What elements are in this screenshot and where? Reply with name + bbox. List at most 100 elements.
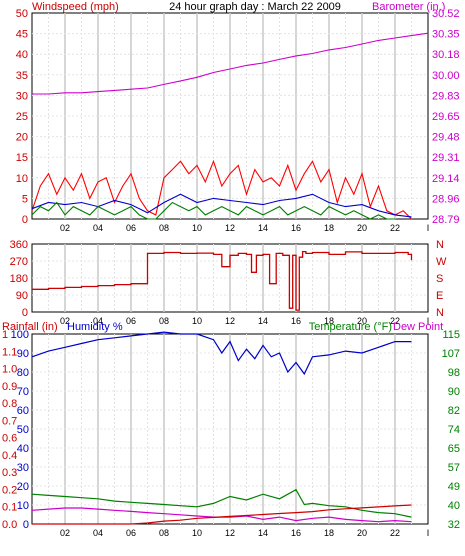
left-tick-label: 35 [16,70,28,82]
x-tick-label: 08 [159,223,169,233]
humidity-axis-label: Humidity % [67,321,123,333]
x-tick-label: 06 [126,316,136,326]
series-line-average [31,193,412,218]
humidity-tick-label: 10 [17,500,29,512]
right-tick-label: 30.35 [432,29,460,41]
x-tick-label: 18 [324,223,334,233]
left-tick-label: 20 [16,132,28,144]
rain-tick-label: 0.2 [2,484,17,496]
left-tick-label: 0 [22,307,28,319]
x-tick-label: 12 [225,316,235,326]
gridlines [32,13,428,219]
temperature-tick-label: 107 [442,348,460,360]
x-tick-label: 22 [390,223,400,233]
x-tick-label: 04 [93,528,103,538]
x-tick-label: 08 [159,316,169,326]
left-tick-label: 40 [16,49,28,61]
windspeed-axis-label: Windspeed (mph) [32,1,119,13]
temperature-tick-label: 49 [448,481,460,493]
rain-tick-labels: 0.0 0.1 0.2 0.3 0.4 0.6 0.7 0.8 0.9 1.0 1.1 1 [2,329,17,531]
gridlines [32,334,428,524]
x-tick-label: 16 [291,223,301,233]
temperature-axis-label: Temperature (°F) [309,321,392,333]
rainfall-axis-label: Rainfall (in) [2,321,58,333]
x-tick-label: 18 [324,316,334,326]
x-tick-label: 20 [357,316,367,326]
series-line-temperature [31,488,412,518]
left-tick-label: 360 [10,239,28,251]
right-tick-label: 29.31 [432,152,460,164]
left-tick-label: 90 [16,290,28,302]
x-tick-label: 08 [159,528,169,538]
series-group [32,250,413,311]
x-tick-label: 12 [225,528,235,538]
panel-title: 24 hour graph day : March 22 2009 [169,1,341,13]
rain-tick-label: 0.3 [2,467,17,479]
right-tick-labels: 28.79 28.96 29.14 29.31 29.48 29.65 29.83 30.00… [432,8,460,226]
left-tick-label: 0 [22,214,28,226]
humidity-tick-labels: 0 10 20 30 40 50 60 70 80 90 100 [11,329,29,531]
barometer-axis-label: Barometer (in.) [372,1,445,13]
x-tick-label: 14 [258,316,268,326]
x-tick-label: 02 [60,316,70,326]
temperature-tick-label: 115 [442,329,460,341]
right-tick-label: 29.48 [432,132,460,144]
series-line-wind [31,201,395,220]
left-tick-label: 5 [22,193,28,205]
series-line-barometer [32,32,429,95]
right-tick-label: 30.52 [432,8,460,20]
rain-humidity-temperature-panel: Rainfall (in) Humidity % Temperature (°F… [2,321,460,538]
right-tick-label: 28.96 [432,193,460,205]
x-tick-label: I [427,316,430,326]
rain-tick-label: 0.8 [2,398,17,410]
temperature-tick-label: 90 [448,386,460,398]
left-tick-labels: 0 90 180 270 360 [10,239,28,319]
rain-tick-label: 1.1 [2,346,17,358]
rain-tick-label: 0.4 [2,450,17,462]
x-tick-labels: 02 04 06 08 10 12 14 16 18 20 22 I [60,528,429,538]
rain-tick-label: 0.0 [2,519,17,531]
humidity-tick-label: 0 [23,519,29,531]
rain-tick-label: 1.0 [2,364,17,376]
left-tick-label: 50 [16,8,28,20]
left-tick-label: 45 [16,29,28,41]
dewpoint-axis-label: Dew Point [393,321,443,333]
right-tick-label: 30.18 [432,49,460,61]
right-tick-label: E [436,290,443,302]
right-tick-label: W [436,256,447,268]
rain-tick-label: 0.7 [2,415,17,427]
x-tick-label: 14 [258,528,268,538]
x-tick-label: 14 [258,223,268,233]
x-tick-label: 16 [291,316,301,326]
right-tick-label: 29.65 [432,111,460,123]
right-tick-label: S [436,273,443,285]
right-tick-label: 28.79 [432,214,460,226]
x-tick-label: 16 [291,528,301,538]
left-tick-label: 10 [16,173,28,185]
humidity-tick-label: 90 [17,348,29,360]
x-tick-label: 10 [192,316,202,326]
x-tick-label: 06 [126,223,136,233]
humidity-tick-label: 30 [17,462,29,474]
right-tick-label: 29.14 [432,173,460,185]
x-tick-label: 22 [390,528,400,538]
rain-tick-label: 0.1 [2,502,17,514]
right-tick-label: 30.00 [432,70,460,82]
humidity-tick-label: 60 [17,405,29,417]
series-line-gust [31,159,412,220]
humidity-tick-label: 100 [11,329,29,341]
x-tick-label: I [427,528,430,538]
temperature-tick-label: 32 [448,519,460,531]
series-group [31,32,429,220]
x-tick-label: 06 [126,528,136,538]
humidity-tick-label: 20 [17,481,29,493]
wind-barometer-panel: 24 hour graph day : March 22 2009 Windsp… [16,1,460,233]
temperature-tick-label: 98 [448,367,460,379]
series-line-wind-direction [32,250,413,311]
x-tick-label: 20 [357,223,367,233]
rain-tick-label: 1 [2,329,8,341]
right-tick-label: 29.83 [432,90,460,102]
